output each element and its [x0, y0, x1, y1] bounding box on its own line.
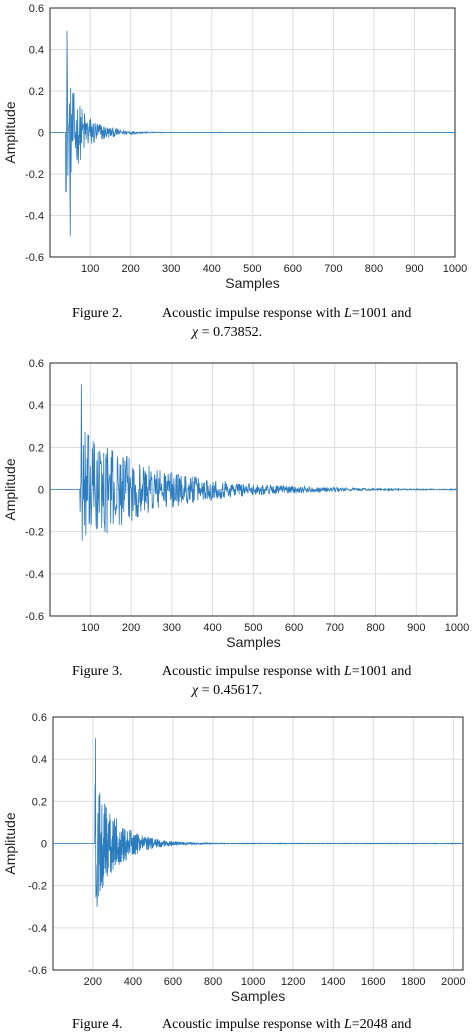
y-tick-label: 0.6 [29, 3, 44, 15]
x-tick-label: 300 [163, 622, 181, 634]
x-axis-label: Samples [231, 988, 285, 1004]
x-tick-label: 1000 [445, 622, 469, 634]
figure-caption-label: Figure 3. [72, 664, 123, 679]
figure-caption-label: Figure 2. [72, 306, 123, 321]
y-tick-label: 0.2 [29, 442, 44, 454]
x-tick-label: 900 [407, 622, 425, 634]
x-tick-label: 600 [284, 263, 302, 275]
x-tick-label: 700 [326, 622, 344, 634]
y-tick-label: -0.2 [25, 527, 44, 539]
y-tick-label: -0.4 [28, 923, 47, 935]
x-tick-label: 200 [121, 263, 139, 275]
y-tick-label: -0.4 [25, 569, 44, 581]
signal-trace [50, 384, 458, 541]
x-tick-label: 1000 [241, 976, 265, 988]
chart-2: 100 200 300 400 500 600 700 800 900 1000 -0.6 -0.4 -… [2, 358, 469, 698]
y-tick-label: 0.2 [29, 86, 44, 98]
y-tick-label: 0.4 [29, 400, 44, 412]
y-tick-label: 0 [41, 839, 47, 851]
figure-caption-line2: χ = 0.73852. [190, 325, 262, 340]
chart-1: 100 200 300 400 500 600 700 800 900 1000 -0.6 -0.4 -… [2, 3, 467, 340]
signal-trace [50, 30, 456, 237]
y-tick-label: 0.4 [29, 45, 44, 57]
y-tick-label: 0 [38, 128, 44, 140]
x-tick-label: 1200 [281, 976, 305, 988]
y-axis-label: Amplitude [2, 812, 18, 874]
x-tick-label: 800 [365, 263, 383, 275]
x-tick-label: 2000 [441, 976, 465, 988]
x-tick-label: 400 [203, 263, 221, 275]
figure-caption-label: Figure 4. [72, 1017, 123, 1032]
x-tick-label: 300 [162, 263, 180, 275]
y-axis-label: Amplitude [2, 458, 18, 520]
y-tick-label: -0.6 [28, 965, 47, 977]
x-tick-label: 600 [164, 976, 182, 988]
x-tick-label: 800 [204, 976, 222, 988]
x-tick-label: 500 [243, 263, 261, 275]
figure-caption-line1: Acoustic impulse response with L=1001 an… [162, 306, 411, 321]
x-axis-label: Samples [225, 275, 279, 291]
x-tick-label: 1400 [321, 976, 345, 988]
y-tick-label: -0.2 [25, 169, 44, 181]
y-tick-label: 0.4 [32, 754, 47, 766]
x-tick-label: 500 [244, 622, 262, 634]
x-tick-label: 100 [81, 263, 99, 275]
x-tick-label: 100 [81, 622, 99, 634]
y-tick-label: -0.6 [25, 252, 44, 264]
x-tick-label: 1800 [401, 976, 425, 988]
y-tick-label: -0.6 [25, 611, 44, 623]
y-tick-label: 0.2 [32, 796, 47, 808]
x-tick-label: 200 [122, 622, 140, 634]
y-tick-label: -0.2 [28, 881, 47, 893]
x-tick-label: 800 [366, 622, 384, 634]
x-tick-label: 600 [285, 622, 303, 634]
x-axis-label: Samples [226, 634, 280, 650]
x-tick-label: 1000 [443, 263, 467, 275]
x-tick-label: 1600 [361, 976, 385, 988]
y-tick-label: 0.6 [29, 358, 44, 370]
y-tick-label: 0 [38, 485, 44, 497]
x-tick-label: 400 [124, 976, 142, 988]
x-tick-label: 900 [405, 263, 423, 275]
y-axis-label: Amplitude [2, 101, 18, 163]
figure-caption-line1: Acoustic impulse response with L=1001 an… [162, 664, 411, 679]
figure-caption-line1: Acoustic impulse response with L=2048 an… [162, 1017, 411, 1032]
figure-caption-line2: χ = 0.45617. [190, 683, 262, 698]
x-tick-label: 700 [324, 263, 342, 275]
y-tick-label: 0.6 [32, 712, 47, 724]
x-tick-label: 200 [84, 976, 102, 988]
signal-trace [53, 738, 464, 907]
chart-3: 200 400 600 800 1000 1200 1400 1600 1800 2000 -0.6… [2, 712, 466, 1032]
x-tick-label: 400 [203, 622, 221, 634]
y-tick-label: -0.4 [25, 211, 44, 223]
